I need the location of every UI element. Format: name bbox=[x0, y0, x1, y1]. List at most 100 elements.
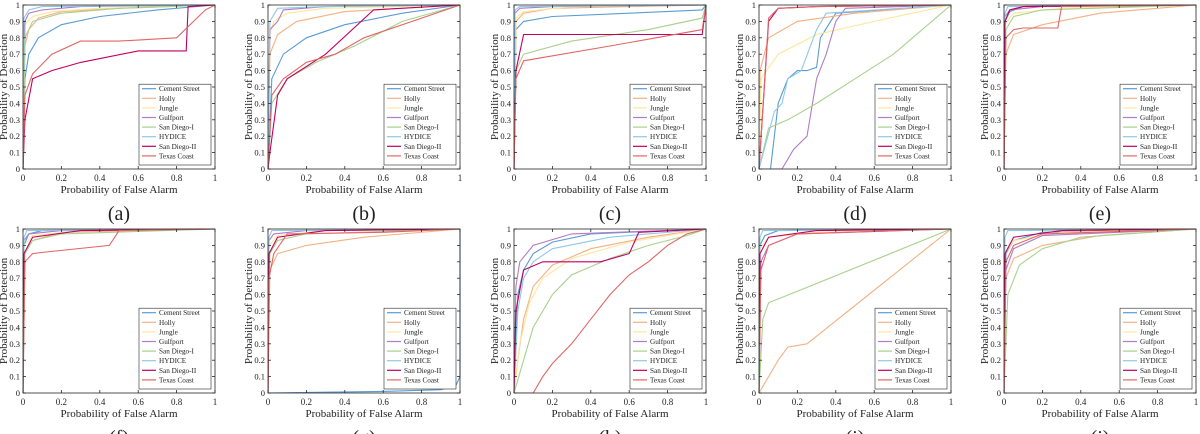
x-tick-label: 0.8 bbox=[171, 173, 183, 183]
legend-entry: Holly bbox=[1140, 319, 1157, 327]
roc-curve bbox=[759, 4, 952, 169]
legend-entry: HYDICE bbox=[159, 133, 187, 141]
roc-curve bbox=[23, 4, 216, 169]
roc-panel: 0 0.2 0.4 0.6 0.8 1 0 0.1 0.2 0.3 0.4 0.5 0.6 0.7 0.8 0… bbox=[243, 224, 462, 434]
y-tick-label: 0.4 bbox=[500, 98, 511, 108]
y-tick-label: 0.1 bbox=[500, 148, 511, 158]
x-tick-label: 0.4 bbox=[585, 173, 597, 183]
x-tick-label: 1 bbox=[213, 173, 218, 183]
legend-entry: Cement Street bbox=[404, 85, 445, 93]
y-tick-label: 0.8 bbox=[254, 33, 265, 43]
y-tick-label: 0.7 bbox=[990, 273, 1001, 283]
roc-curve bbox=[759, 4, 952, 169]
series-lines bbox=[23, 4, 216, 169]
panel-label: (c) bbox=[599, 203, 621, 225]
roc-curve bbox=[514, 228, 707, 393]
panel-label: (g) bbox=[352, 427, 375, 434]
x-tick-label: 1 bbox=[1194, 397, 1199, 407]
y-tick-label: 0.5 bbox=[990, 82, 1001, 92]
roc-curve bbox=[514, 228, 707, 393]
legend-box bbox=[629, 307, 703, 390]
legend-entry: Jungle bbox=[650, 328, 669, 336]
x-tick-label: 0 bbox=[512, 173, 517, 183]
y-tick-label: 0.6 bbox=[9, 290, 20, 300]
y-tick-label: 1 bbox=[997, 224, 1001, 234]
legend-entry: Gulfport bbox=[895, 338, 920, 346]
y-tick-label: 0.2 bbox=[990, 131, 1001, 141]
y-tick-label: 0.8 bbox=[500, 257, 511, 267]
x-tick-label: 0.2 bbox=[301, 173, 312, 183]
legend-box bbox=[1119, 307, 1193, 390]
x-tick-label: 0.4 bbox=[830, 173, 842, 183]
y-tick-label: 0 bbox=[261, 388, 265, 398]
y-tick-label: 0.4 bbox=[9, 98, 20, 108]
roc-curve bbox=[759, 4, 952, 169]
x-axis-label: Probability of False Alarm bbox=[1041, 408, 1158, 420]
series-lines bbox=[268, 4, 461, 169]
x-tick-label: 1 bbox=[1194, 173, 1199, 183]
legend-box bbox=[383, 307, 457, 390]
y-tick-label: 0.6 bbox=[254, 66, 265, 76]
x-tick-label: 0.6 bbox=[1114, 173, 1126, 183]
legend-entry: San Diego-II bbox=[650, 143, 688, 151]
panel-label: (b) bbox=[352, 203, 375, 225]
y-tick-label: 1 bbox=[507, 224, 511, 234]
legend-entry: San Diego-I bbox=[895, 124, 931, 132]
legend-entry: San Diego-II bbox=[1140, 367, 1178, 375]
y-tick-label: 0.2 bbox=[254, 131, 265, 141]
legend-entry: HYDICE bbox=[159, 357, 187, 365]
y-tick-label: 0.9 bbox=[9, 240, 20, 250]
legend-entry: Texas Coast bbox=[895, 152, 930, 160]
legend-entry: HYDICE bbox=[650, 357, 678, 365]
x-tick-label: 0.6 bbox=[378, 397, 390, 407]
x-tick-label: 1 bbox=[213, 397, 218, 407]
y-tick-label: 0.3 bbox=[990, 339, 1001, 349]
y-tick-label: 0.9 bbox=[990, 240, 1001, 250]
series-lines bbox=[514, 228, 707, 393]
y-tick-label: 0.5 bbox=[9, 306, 20, 316]
legend-entry: Cement Street bbox=[159, 309, 200, 317]
x-axis-label: Probability of False Alarm bbox=[551, 184, 668, 196]
legend-entry: Cement Street bbox=[404, 309, 445, 317]
x-tick-label: 0.8 bbox=[1152, 397, 1164, 407]
y-tick-label: 0.7 bbox=[745, 49, 756, 59]
x-tick-label: 0.2 bbox=[56, 173, 67, 183]
y-tick-label: 0.2 bbox=[745, 131, 756, 141]
roc-curve bbox=[514, 4, 707, 169]
y-tick-label: 0.7 bbox=[745, 273, 756, 283]
y-tick-label: 0.5 bbox=[500, 306, 511, 316]
x-tick-label: 0.6 bbox=[624, 173, 636, 183]
y-axis-label: Probability of Detection bbox=[243, 257, 255, 364]
legend-entry: Texas Coast bbox=[650, 152, 685, 160]
roc-curve bbox=[23, 4, 216, 169]
roc-curve bbox=[268, 4, 461, 169]
roc-curve bbox=[514, 228, 707, 393]
x-tick-label: 1 bbox=[704, 397, 709, 407]
panel-label: (a) bbox=[108, 203, 130, 225]
x-axis-label: Probability of False Alarm bbox=[796, 408, 913, 420]
x-tick-label: 0.8 bbox=[907, 173, 919, 183]
y-axis-label: Probability of Detection bbox=[734, 257, 746, 364]
y-tick-label: 0.5 bbox=[9, 82, 20, 92]
legend-entry: Texas Coast bbox=[404, 152, 439, 160]
legend-entry: Jungle bbox=[895, 104, 914, 112]
y-tick-label: 0.6 bbox=[500, 66, 511, 76]
x-tick-label: 0 bbox=[757, 173, 762, 183]
panel-label: (d) bbox=[843, 203, 866, 225]
x-tick-label: 1 bbox=[458, 173, 463, 183]
legend-entry: Gulfport bbox=[404, 114, 429, 122]
y-tick-label: 0.7 bbox=[9, 273, 20, 283]
y-tick-label: 0.2 bbox=[500, 131, 511, 141]
legend-entry: San Diego-I bbox=[1140, 348, 1176, 356]
x-tick-label: 0.2 bbox=[547, 397, 558, 407]
legend-entry: Gulfport bbox=[404, 338, 429, 346]
legend-box bbox=[629, 83, 703, 166]
legend-entry: Texas Coast bbox=[895, 376, 930, 384]
x-tick-label: 0.6 bbox=[1114, 397, 1126, 407]
y-tick-label: 0.2 bbox=[990, 355, 1001, 365]
y-tick-label: 0.4 bbox=[9, 322, 20, 332]
